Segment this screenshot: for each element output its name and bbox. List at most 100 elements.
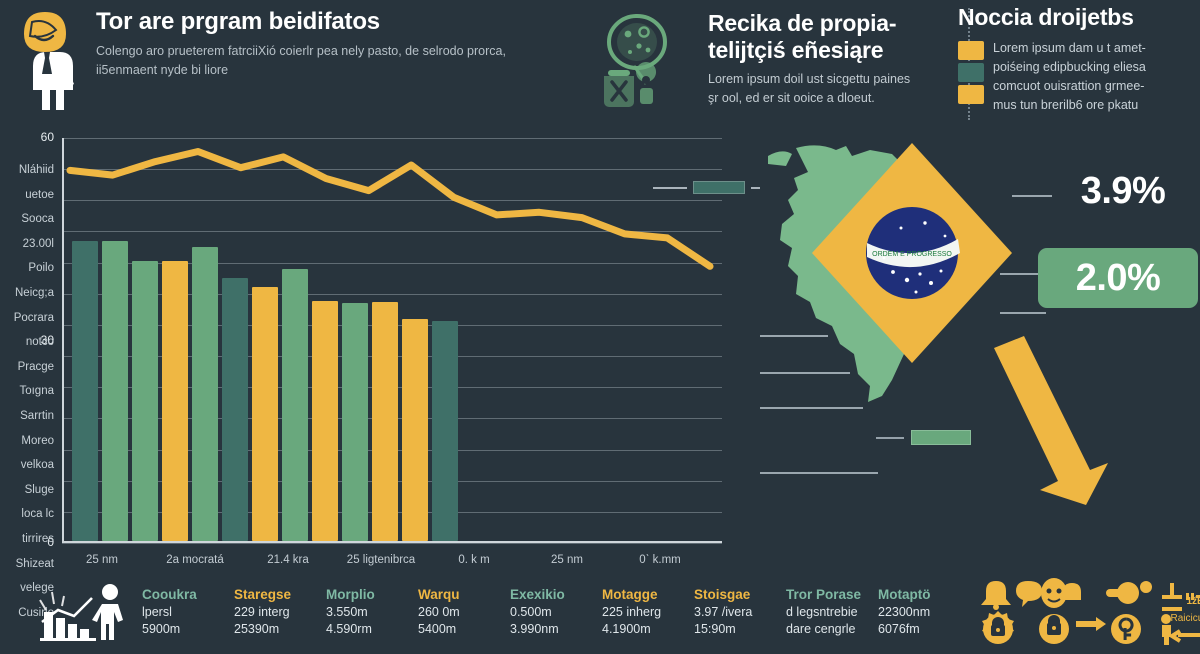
footer-glyph-label-1: 1žERS [1186,596,1200,607]
y-side-label: Pocrara [13,311,54,324]
footer-stat-label: Morplio [326,587,375,602]
y-side-label: Moreo [21,434,54,447]
chart-line-series [66,148,714,270]
x-tick-label: 25 nm [551,554,583,566]
header-panel-program: Tor are prgram beidifatos Colengo aro pr… [8,8,568,112]
chart-bar [252,287,278,541]
footer-stat-value-1: 3.97 /ivera [694,605,753,619]
y-side-label: Pracge [17,360,54,373]
legend-text-block: Lorem ipsum dam u t amet- poiśeing edipb… [993,39,1146,115]
chart-legend-dash [751,186,760,189]
chart-bar [132,260,158,541]
footer-stat-label: Motagge [602,587,658,602]
legend-swatch-1 [958,41,984,60]
gridline [62,169,722,170]
chart-x-axis-labels: 25 nm 2a mocratá 21.4 kra 25 ligtenibrca 0. … [62,554,722,576]
y-side-label: loca lc [21,508,54,521]
footer-stat-value-2: 3.990nm [510,622,559,636]
brazil-map-svg: ORDEM E PROGRESSO [768,143,1012,402]
person-scientist-icon [8,8,82,112]
y-side-label: velege [20,582,54,595]
callout-primary-value: 3.9% [1080,169,1166,212]
gridline [62,200,722,201]
chart-bar [162,260,188,541]
gridline [62,138,722,139]
chart: 60 30 0 Nláhiid uetoe Sooca 23.00l Poilo Neicg;a… [0,130,760,619]
header-title-program: Tor are prgram beidifatos [96,8,380,35]
map-legend-leader [876,436,904,439]
callout-secondary-value: 2.0% [1075,256,1161,299]
footer-stat-value-2: 25390m [234,622,280,636]
footer-stat-value-1: 229 interg [234,605,290,619]
chart-bar [192,246,218,541]
footer-stat-value-2: 15:90m [694,622,736,636]
footer-stat-label: Cooukra [142,587,197,602]
callout-leader-3 [1000,312,1046,314]
chart-trend-line [66,148,714,270]
y-side-label: Neicg;a [15,287,54,299]
footer-glyph-label-2: Raicicu Fummire [1170,613,1200,624]
footer-stat-value-1: lpersl [142,605,172,619]
speech-icon [1016,581,1042,607]
chart-bars [64,138,722,541]
y-side-label: notco [25,336,54,349]
y-side-label: velkoa [20,459,54,472]
chart-bar [282,268,308,541]
footer-stat: Warqu 260 0m 5400m [418,586,510,638]
footer-stat-value-2: 5900m [142,622,181,636]
header: Tor are prgram beidifatos Colengo aro pr… [0,0,1200,130]
footer-stat-value-1: 3.550m [326,605,368,619]
callout-primary: 3.9% [1052,160,1194,222]
footer-stat-label: Staregse [234,587,292,602]
down-right-arrow-icon [968,330,1108,505]
callout-secondary: 2.0% [1038,248,1198,308]
brazil-map: ORDEM E PROGRESSO [760,140,1060,490]
x-tick-label: 2a mocratá [166,554,224,566]
y-side-label: uetoe [25,188,54,201]
footer-stat: Exexikio 0.500m 3.990nm [510,586,602,638]
chart-x-axis [62,541,722,543]
y-side-label: 23.00l [22,237,54,250]
footer: Cooukra lpersl 5900m Staregse 229 interg 2539… [0,570,1200,654]
map-inline-legend [876,430,971,445]
footer-stat-label: Stoisgae [694,587,751,602]
chart-bar [432,320,458,541]
footer-stat-value-1: 22300nm [878,605,931,619]
footer-stat: Stoisgae 3.97 /ivera 15:90m [694,586,786,638]
header-subtitle-recika: Lorem ipsum doil ust sicgettu paines şr … [708,72,911,105]
footer-stat-label: Tror Porase [786,587,862,602]
gridline [62,263,722,264]
footer-stats: Cooukra lpersl 5900m Staregse 229 interg 2539… [142,586,970,638]
petri-dish-flask-icon [590,10,694,114]
chart-bar [102,240,128,541]
footer-stat: Morplio 3.550m 4.590rm [326,586,418,638]
x-tick-label: 25 ligtenibrca [346,554,416,566]
y-side-label: tirrires [22,533,54,545]
footer-stat-value-1: 260 0m [418,605,460,619]
y-side-label: Nláhiid [18,164,54,176]
chart-bar [222,278,248,541]
y-side-label: Toıgna [19,385,54,398]
gridline [62,294,722,295]
gridline [62,543,722,544]
map-leader-6 [760,407,863,409]
chart-bar [402,318,428,541]
map-leader-4 [760,335,828,337]
footer-stat-value-2: 4.590rm [326,622,372,636]
chart-y-axis [62,138,64,543]
brazil-north-tip [768,151,792,166]
y-side-label: Sarrtin [20,410,54,422]
legend-swatch-group [958,39,984,115]
chart-legend-chip-teal [693,181,745,194]
y-tick-0: 0 [47,535,54,549]
chart-plot-area [62,138,722,544]
chart-legend-leader [653,186,687,189]
legend-line-2: poiśeing edipbucking eliesa [993,60,1146,74]
header-panel-recika: Recika de propia- telijtçiś eñesiąre Lor… [590,10,920,114]
brazil-flag-overlay: ORDEM E PROGRESSO [812,143,1012,363]
x-tick-label: 0. k m [458,554,490,566]
header-title-recika: Recika de propia- telijtçiś eñesiąre [708,10,897,63]
footer-stat: Motagge 225 inherg 4.1900m [602,586,694,638]
y-side-label: Sooca [21,213,54,226]
